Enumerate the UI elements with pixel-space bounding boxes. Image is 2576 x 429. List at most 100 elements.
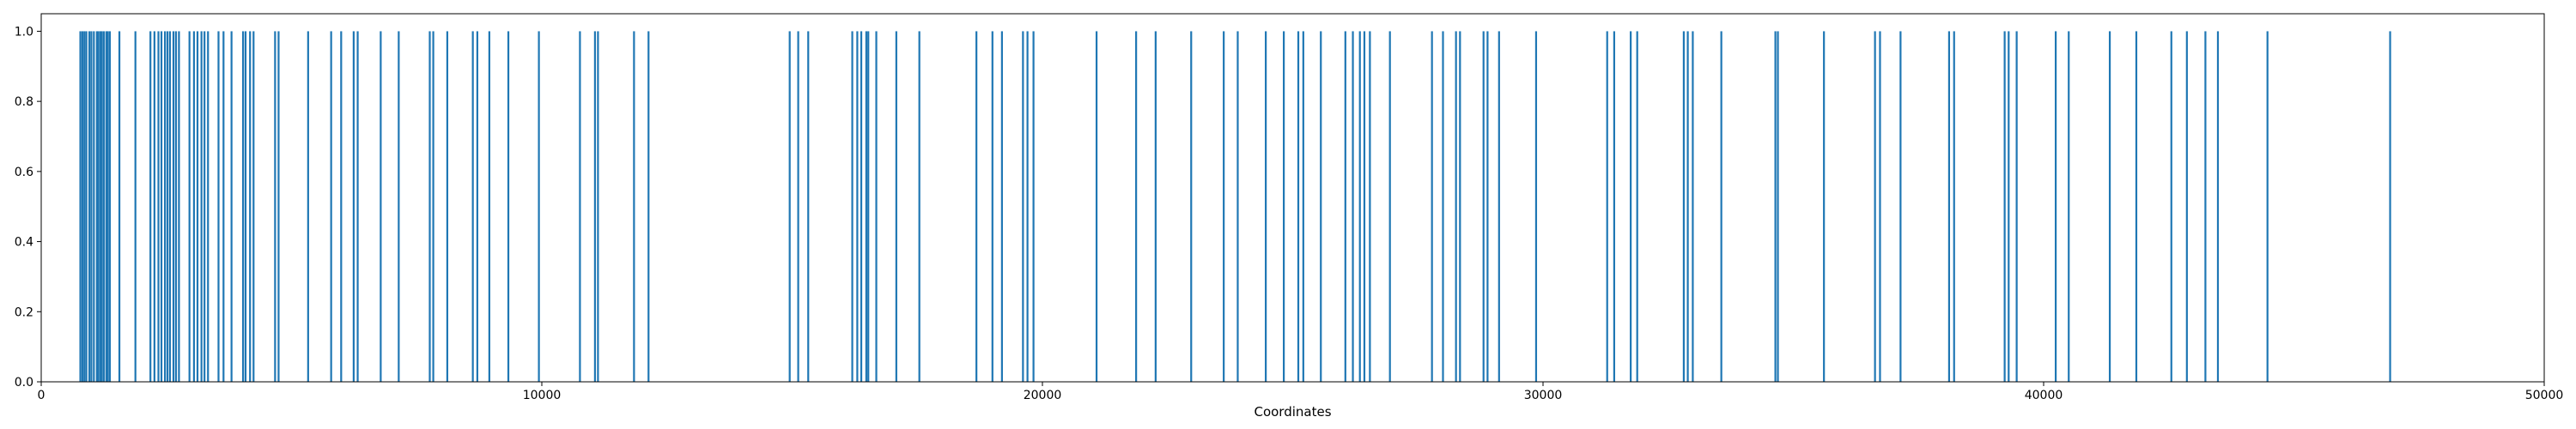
bar xyxy=(1534,31,1538,383)
bar xyxy=(149,31,152,383)
bar xyxy=(1720,31,1722,383)
bar xyxy=(97,31,100,383)
bar xyxy=(100,31,103,383)
bar xyxy=(875,31,878,383)
y-tick-label: 0.6 xyxy=(15,166,33,179)
bar xyxy=(178,31,180,383)
x-axis: 0 10000 20000 30000 40000 50000 xyxy=(38,382,2564,402)
bar xyxy=(1692,31,1694,383)
bar xyxy=(851,31,854,383)
bar xyxy=(85,31,88,383)
bar xyxy=(1135,31,1138,383)
bar xyxy=(2266,31,2269,383)
bar xyxy=(2015,31,2018,383)
bar xyxy=(200,31,203,383)
bar xyxy=(83,31,86,383)
x-tick-label: 0 xyxy=(38,389,46,402)
bar xyxy=(860,31,863,383)
x-tick-label: 30000 xyxy=(1524,389,1563,402)
bar xyxy=(1482,31,1485,383)
bar xyxy=(867,31,870,383)
bar xyxy=(1455,31,1457,383)
bar xyxy=(865,31,867,383)
bar xyxy=(2185,31,2188,383)
bar xyxy=(2204,31,2207,383)
bar xyxy=(918,31,920,383)
bar xyxy=(2135,31,2138,383)
bar xyxy=(1486,31,1489,383)
bar xyxy=(1774,31,1777,383)
bar xyxy=(1352,31,1354,383)
bar xyxy=(192,31,196,383)
bar xyxy=(153,31,155,383)
bar xyxy=(2108,31,2111,383)
bar xyxy=(488,31,490,383)
x-tick-label: 40000 xyxy=(2025,389,2063,402)
bar xyxy=(1297,31,1300,383)
bar xyxy=(307,31,309,383)
bar xyxy=(633,31,635,383)
bar xyxy=(1265,31,1267,383)
bar xyxy=(797,31,799,383)
bar xyxy=(1283,31,1285,383)
bar xyxy=(1630,31,1632,383)
bar xyxy=(1777,31,1779,383)
bar xyxy=(975,31,978,383)
bar xyxy=(398,31,400,383)
bar xyxy=(2389,31,2391,383)
bar xyxy=(88,31,91,383)
bar xyxy=(1302,31,1304,383)
y-tick-label: 0.4 xyxy=(15,236,33,250)
bar xyxy=(249,31,252,383)
bar xyxy=(647,31,650,383)
bar xyxy=(788,31,791,383)
bar xyxy=(1823,31,1826,383)
bar xyxy=(90,31,93,383)
bar xyxy=(160,31,163,383)
x-tick-label: 50000 xyxy=(2525,389,2564,402)
bar xyxy=(1953,31,1955,383)
x-axis-label: Coordinates xyxy=(1254,404,1331,420)
bar xyxy=(352,31,355,383)
bar xyxy=(538,31,540,383)
bar xyxy=(507,31,510,383)
y-tick-label: 0.0 xyxy=(15,376,33,390)
bar xyxy=(1236,31,1239,383)
bar xyxy=(99,31,101,383)
bar xyxy=(1874,31,1876,383)
bar xyxy=(252,31,255,383)
bar xyxy=(1358,31,1361,383)
bar xyxy=(204,31,206,383)
bar xyxy=(1636,31,1638,383)
bar xyxy=(356,31,359,383)
bar xyxy=(2170,31,2172,383)
bar xyxy=(1032,31,1035,383)
bar xyxy=(2216,31,2220,383)
bar xyxy=(1899,31,1902,383)
bar xyxy=(105,31,107,383)
bar xyxy=(895,31,897,383)
bar xyxy=(593,31,596,383)
bar xyxy=(95,31,98,383)
bar xyxy=(196,31,199,383)
y-tick-label: 0.8 xyxy=(15,95,33,109)
bar xyxy=(1431,31,1433,383)
bar xyxy=(166,31,169,383)
bar xyxy=(1686,31,1689,383)
bar xyxy=(1154,31,1157,383)
bar xyxy=(1498,31,1500,383)
bar xyxy=(188,31,191,383)
bar xyxy=(1000,31,1003,383)
x-tick-label: 10000 xyxy=(523,389,562,402)
bar xyxy=(1190,31,1193,383)
bar xyxy=(1606,31,1608,383)
bar xyxy=(217,31,220,383)
bar xyxy=(476,31,478,383)
bar xyxy=(274,31,276,383)
bar xyxy=(241,31,245,383)
y-tick-label: 1.0 xyxy=(15,25,33,39)
bar xyxy=(1363,31,1366,383)
bar xyxy=(164,31,167,383)
x-tick-label: 20000 xyxy=(1024,389,1062,402)
